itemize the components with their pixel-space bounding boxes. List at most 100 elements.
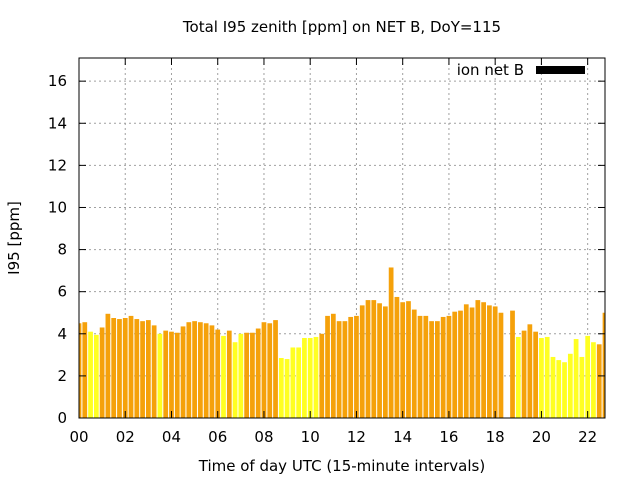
bar xyxy=(481,302,486,418)
bar xyxy=(174,332,180,418)
bar xyxy=(93,334,99,418)
bar xyxy=(371,300,377,418)
bar xyxy=(492,306,498,418)
bar xyxy=(250,332,255,418)
bar xyxy=(336,321,342,418)
x-tick-label: 02 xyxy=(116,428,135,446)
plot-frame xyxy=(78,57,606,419)
bar xyxy=(452,311,458,418)
bar xyxy=(122,318,128,418)
bar xyxy=(544,336,550,418)
bar xyxy=(145,320,151,418)
x-tick-label: 18 xyxy=(486,428,505,446)
x-tick-label: 04 xyxy=(162,428,181,446)
y-tick-label: 10 xyxy=(48,198,67,216)
y-tick-label: 2 xyxy=(57,367,67,385)
bar xyxy=(567,353,573,418)
bar xyxy=(579,356,585,418)
bar xyxy=(111,318,117,418)
bar xyxy=(278,358,284,418)
bar xyxy=(556,360,562,418)
y-tick-label: 8 xyxy=(57,241,67,259)
y-tick-label: 16 xyxy=(48,72,67,90)
bar xyxy=(406,301,411,418)
bars xyxy=(79,267,605,418)
bar xyxy=(585,335,591,418)
bar xyxy=(302,338,307,418)
bar xyxy=(510,310,515,418)
legend: ion net B xyxy=(457,61,585,79)
bar xyxy=(99,327,105,418)
bar xyxy=(596,344,602,418)
bar xyxy=(463,304,469,418)
x-tick-label: 00 xyxy=(69,428,88,446)
ticks xyxy=(78,58,605,419)
bar xyxy=(296,347,302,418)
bar xyxy=(382,306,388,418)
y-tick-label: 14 xyxy=(48,114,67,132)
bar xyxy=(209,325,215,418)
bar xyxy=(330,313,336,418)
bar xyxy=(417,315,423,418)
bar xyxy=(186,322,192,418)
bar xyxy=(342,321,348,418)
bar xyxy=(157,333,163,418)
bar xyxy=(550,356,556,418)
bar xyxy=(469,307,475,418)
bar xyxy=(88,331,93,418)
bar xyxy=(388,267,394,418)
bar xyxy=(377,303,382,418)
bar xyxy=(105,313,111,418)
x-tick-label: 08 xyxy=(254,428,273,446)
bar xyxy=(221,335,226,418)
bar xyxy=(446,315,452,418)
bar xyxy=(429,321,434,418)
bar xyxy=(562,362,567,418)
y-tick-label: 0 xyxy=(57,409,67,427)
bar xyxy=(400,302,406,418)
x-tick-label: 10 xyxy=(301,428,320,446)
bar xyxy=(290,347,296,418)
bar xyxy=(411,309,417,418)
bar xyxy=(533,331,539,418)
bar xyxy=(515,336,521,418)
bar xyxy=(128,315,134,418)
bar xyxy=(475,300,481,418)
y-axis-label: I95 [ppm] xyxy=(5,201,23,275)
bar xyxy=(591,342,596,418)
bar xyxy=(573,339,579,418)
bar xyxy=(435,321,440,418)
bar xyxy=(117,319,122,418)
bar xyxy=(238,333,244,418)
bar xyxy=(487,305,492,418)
bar xyxy=(307,338,313,418)
bar xyxy=(521,330,527,418)
x-tick-label: 14 xyxy=(393,428,412,446)
bar xyxy=(261,322,267,418)
bar xyxy=(313,336,319,418)
x-axis-label: Time of day UTC (15-minute intervals) xyxy=(198,457,485,475)
bar xyxy=(255,328,261,418)
bar xyxy=(359,305,365,418)
bar xyxy=(354,315,359,418)
bar xyxy=(180,326,186,418)
x-tick-label: 12 xyxy=(347,428,366,446)
bar xyxy=(198,322,203,418)
bar xyxy=(394,296,400,418)
bar xyxy=(140,321,145,418)
bar xyxy=(539,338,544,418)
bar xyxy=(244,332,249,418)
y-tick-label: 12 xyxy=(48,156,67,174)
bar xyxy=(440,316,446,418)
bar xyxy=(267,323,273,418)
bar xyxy=(284,359,290,418)
bar xyxy=(226,330,232,418)
bar xyxy=(325,315,330,418)
legend-label: ion net B xyxy=(457,61,524,79)
bar xyxy=(151,325,157,418)
x-tick-label: 22 xyxy=(578,428,597,446)
bar xyxy=(203,323,209,418)
bar xyxy=(134,319,140,418)
bar xyxy=(527,324,533,418)
